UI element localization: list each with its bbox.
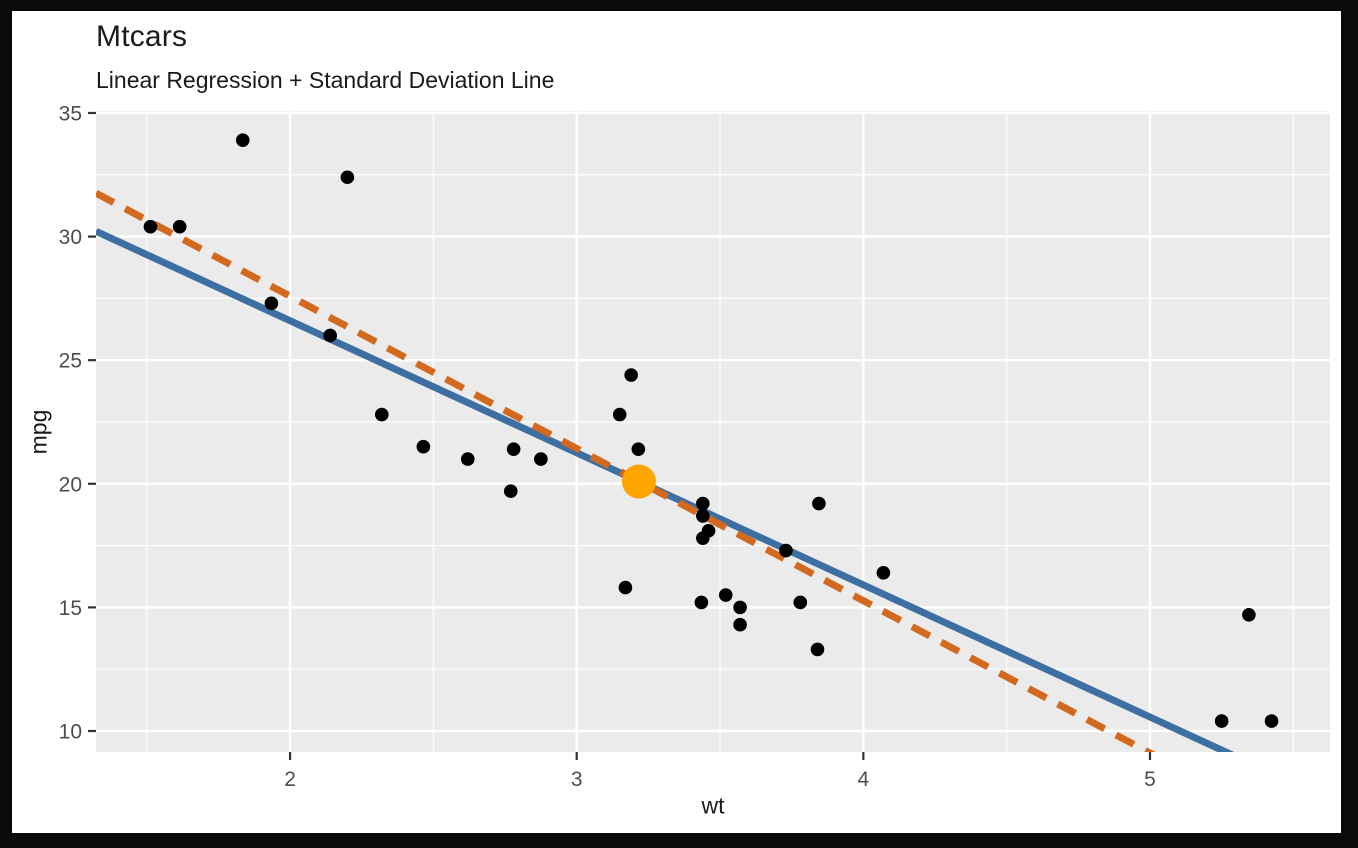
scatter-points [143, 133, 1279, 728]
scatter-point [696, 531, 710, 545]
scatter-point [143, 219, 158, 234]
panel-background [96, 111, 1330, 752]
fit-lines [96, 190, 1235, 752]
scatter-point [340, 170, 355, 185]
scatter-point [733, 617, 747, 632]
x-tick-label: 5 [1144, 768, 1156, 791]
x-tick-label: 3 [571, 768, 583, 791]
linear-regression-line [96, 228, 1235, 752]
scatter-point [506, 442, 521, 456]
y-tick-label: 20 [59, 473, 82, 496]
y-tick-label: 10 [59, 720, 82, 743]
scatter-point [416, 439, 431, 454]
y-tick-label: 25 [59, 350, 82, 373]
mean-point [621, 464, 656, 499]
y-tick-label: 35 [59, 102, 82, 125]
gridlines [96, 111, 1330, 752]
axes: 10 15 20 25 30 35 2 3 4 5 [59, 102, 1156, 791]
scatter-point [1264, 714, 1279, 728]
scatter-point [696, 496, 710, 511]
y-axis-title: mpg [25, 409, 52, 455]
scatter-point [694, 595, 709, 610]
scatter-point [323, 328, 337, 343]
chart-subtitle: Linear Regression + Standard Deviation L… [96, 67, 555, 93]
scatter-point [624, 368, 638, 382]
scatter-point [631, 442, 646, 456]
y-tick-label: 30 [59, 226, 82, 249]
scatter-point [876, 565, 891, 580]
scatter-point [172, 219, 187, 234]
scatter-point [733, 600, 747, 615]
scatter-point [1242, 608, 1256, 622]
x-tick-label: 2 [284, 768, 296, 791]
standard-deviation-line [96, 190, 1156, 752]
scatter-point [460, 452, 475, 466]
scatter-point [612, 407, 627, 422]
scatter-point [618, 580, 633, 595]
x-tick-label: 4 [858, 768, 870, 791]
y-tick-label: 15 [59, 597, 82, 620]
scatter-point [810, 642, 825, 657]
scatter-point [779, 543, 793, 558]
scatter-point [696, 509, 710, 523]
scatter-point [503, 484, 518, 498]
scatter-point [1214, 714, 1229, 728]
scatter-point [235, 133, 250, 147]
chart-title: Mtcars [96, 20, 188, 53]
scatter-point [793, 595, 808, 610]
scatter-point [374, 407, 389, 422]
scatter-point [264, 296, 279, 311]
scatter-point [718, 588, 733, 602]
scatter-point [534, 452, 548, 466]
x-axis-title: wt [701, 792, 725, 819]
scatter-point [812, 496, 826, 511]
